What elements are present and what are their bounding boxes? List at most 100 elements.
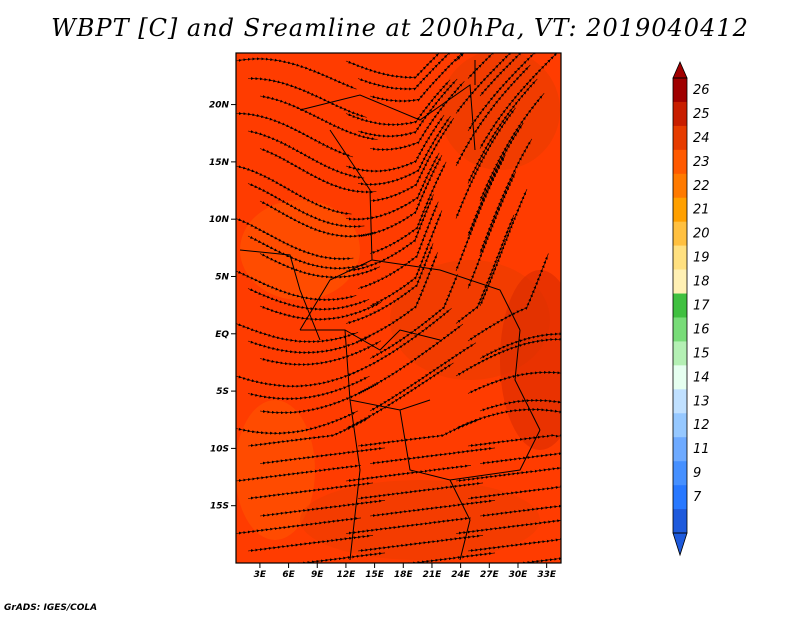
map-plot-area [235,52,562,564]
streamline [479,398,561,413]
colorbar-segment [673,173,687,199]
colorbar-segment [673,413,687,438]
border-line [514,329,541,431]
streamline [372,552,496,563]
lat-tick-label: 5N [215,272,229,282]
colorbar-frame [672,77,688,534]
colorbar-segment [673,389,687,414]
streamline [479,499,561,518]
lon-tick-label: 30E [509,570,529,580]
streamline [467,482,561,500]
streamline [357,482,484,500]
border-line [300,329,441,351]
lon-tick-label: 24E [451,570,471,580]
colorbar-segment [673,461,687,486]
colorbar-label: 11 [693,442,710,457]
streamline [259,499,386,518]
lon-tick-label: 12E [337,570,357,580]
colorbar: 26 25 24 23 22 21 20 19 18 17 16 15 14 13 12 11 9 7 [672,61,710,557]
colorbar-segment [673,509,687,534]
streamline [482,552,561,563]
shade-patch [500,270,561,450]
streamline [369,499,496,518]
streamline [357,534,484,553]
border-line [371,259,521,331]
colorbar-label: 26 [693,83,710,98]
border-line [344,329,431,411]
lat-tick-label: EQ [215,330,229,340]
colorbar-label: 7 [693,490,702,505]
lon-tick-label: 9E [311,570,324,580]
border-line [239,249,321,341]
streamline [345,464,472,483]
shade-patch [300,480,540,560]
colorbar-segment [673,245,687,270]
streamline [455,337,561,377]
border-line [449,479,471,561]
lon-tick-label: 3E [254,570,267,580]
chart-title: WBPT [C] and Sreamline at 200hPa, VT: 20… [51,14,749,42]
streamline [259,447,386,465]
colorbar-segment [673,197,687,222]
longitude-axis: 3E 6E 9E 12E 15E 18E 21E 24E 27E 30E 33E [254,563,557,580]
colorbar-label: 15 [693,346,710,361]
colorbar-segment [673,365,687,390]
colorbar-bottom-arrow [672,532,688,557]
streamline [369,447,496,465]
lat-tick-label: 15S [210,502,229,512]
streamline [467,253,549,342]
streamline [236,464,362,483]
colorbar-label: 16 [693,322,710,337]
colorbar-segment [673,221,687,246]
colorbar-segment [673,269,687,294]
colorbar-label: 17 [693,299,710,314]
colorbar-label: 24 [693,131,710,146]
lon-tick-label: 27E [480,570,500,580]
streamline [357,419,481,448]
country-borders [239,60,541,561]
streamline [455,517,561,535]
colorbar-segment [673,317,687,342]
streamline [345,362,454,429]
colorbar-label: 18 [693,275,710,290]
latitude-axis: 20N 15N 10N 5N EQ 5S 10S 15S [209,101,236,512]
streamline [262,552,386,563]
colorbar-segment [673,125,687,151]
border-line [299,84,476,151]
colorbar-label: 22 [693,179,710,194]
streamline [455,53,537,62]
colorbar-label: 19 [693,251,710,266]
colorbar-segment [673,149,687,175]
lat-tick-label: 5S [216,387,229,397]
colorbar-label: 21 [693,203,710,218]
colorbar-label: 14 [693,370,710,385]
streamline [479,447,561,465]
colorbar-segment [673,485,687,510]
lat-tick-label: 20N [209,101,230,111]
streamline [455,464,561,483]
plot-frame [235,52,562,564]
colorbar-segment [673,293,687,318]
lat-tick-label: 10S [210,444,229,454]
streamline [467,534,561,553]
colorbar-label: 25 [693,107,710,122]
colorbar-label: 23 [693,155,710,170]
lon-tick-label: 6E [282,570,295,580]
streamline [467,433,561,448]
lat-tick-label: 15N [209,158,230,168]
streamline [236,517,362,535]
colorbar-segment [673,341,687,366]
streamline [345,517,472,535]
colorbar-segment [673,78,687,103]
lon-tick-label: 15E [365,570,385,580]
streamline [247,417,370,448]
colorbar-segment [673,101,687,127]
colorbar-segment [673,437,687,462]
colorbar-top-arrow [672,61,688,79]
colorbar-label: 9 [693,466,701,481]
streamline [467,370,561,394]
credit-text: GrADS: IGES/COLA [4,603,98,613]
lon-tick-label: 21E [423,570,443,580]
lon-tick-label: 18E [394,570,414,580]
